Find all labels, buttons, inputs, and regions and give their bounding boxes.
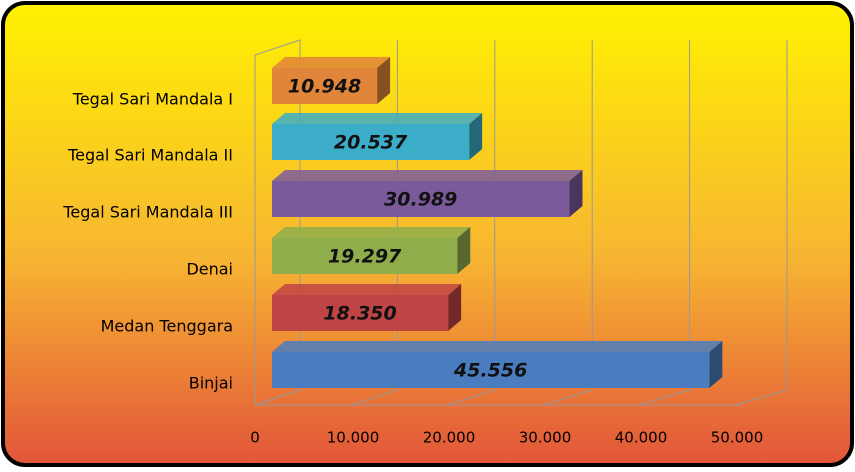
bar bbox=[272, 124, 470, 160]
bar bbox=[272, 68, 378, 104]
y-tick-label: Tegal Sari Mandala I bbox=[72, 90, 233, 109]
bar-top bbox=[272, 227, 471, 238]
x-tick-label: 20.000 bbox=[423, 429, 476, 447]
bar bbox=[272, 295, 449, 331]
y-tick-label: Medan Tenggara bbox=[101, 317, 233, 336]
bar-side bbox=[448, 284, 462, 331]
bar-top bbox=[272, 284, 462, 295]
bar-top bbox=[272, 113, 483, 124]
x-tick-label: 10.000 bbox=[327, 429, 380, 447]
value-label: 19.297 bbox=[328, 246, 402, 268]
bar-top bbox=[272, 341, 723, 352]
value-label: 10.948 bbox=[288, 76, 361, 98]
value-label: 20.537 bbox=[334, 132, 408, 154]
bar-top bbox=[272, 170, 583, 181]
floor-line bbox=[734, 389, 788, 406]
floor-line bbox=[638, 389, 690, 406]
x-tick-label: 50.000 bbox=[711, 429, 764, 447]
bar bbox=[272, 181, 570, 217]
bar bbox=[272, 352, 710, 388]
value-label: 45.556 bbox=[453, 360, 527, 382]
bar-side bbox=[709, 341, 723, 388]
floor-line bbox=[446, 389, 495, 406]
y-tick-label: Tegal Sari Mandala II bbox=[67, 146, 233, 165]
bar-top bbox=[272, 57, 391, 68]
floor-line bbox=[350, 389, 398, 406]
bar-side bbox=[469, 113, 483, 160]
bar-side bbox=[457, 227, 471, 274]
bar-side bbox=[569, 170, 583, 217]
x-tick-label: 30.000 bbox=[519, 429, 572, 447]
value-label: 30.989 bbox=[384, 189, 457, 211]
y-tick-label: Denai bbox=[186, 260, 233, 279]
value-label: 18.350 bbox=[323, 303, 396, 325]
y-tick-label: Binjai bbox=[189, 374, 233, 393]
y-tick-label: Tegal Sari Mandala III bbox=[62, 203, 233, 222]
bar-side bbox=[377, 57, 391, 104]
bar bbox=[272, 238, 458, 274]
floor-line bbox=[254, 389, 301, 406]
x-tick-label: 0 bbox=[250, 429, 260, 447]
x-tick-label: 40.000 bbox=[615, 429, 668, 447]
floor-line bbox=[542, 389, 593, 406]
